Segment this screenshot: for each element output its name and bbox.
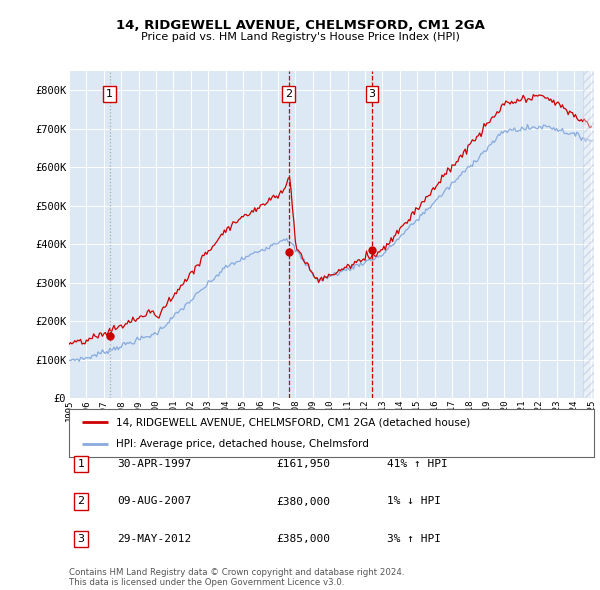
Text: 1: 1 xyxy=(106,89,113,99)
Text: £385,000: £385,000 xyxy=(276,534,330,543)
Text: Contains HM Land Registry data © Crown copyright and database right 2024.: Contains HM Land Registry data © Crown c… xyxy=(69,568,404,576)
Text: 2: 2 xyxy=(77,497,85,506)
Text: 1% ↓ HPI: 1% ↓ HPI xyxy=(387,497,441,506)
Text: 2: 2 xyxy=(285,89,292,99)
Text: 3% ↑ HPI: 3% ↑ HPI xyxy=(387,534,441,543)
Text: HPI: Average price, detached house, Chelmsford: HPI: Average price, detached house, Chel… xyxy=(116,439,369,449)
Text: 41% ↑ HPI: 41% ↑ HPI xyxy=(387,460,448,469)
Text: £161,950: £161,950 xyxy=(276,460,330,469)
Text: 09-AUG-2007: 09-AUG-2007 xyxy=(117,497,191,506)
Text: 30-APR-1997: 30-APR-1997 xyxy=(117,460,191,469)
Text: Price paid vs. HM Land Registry's House Price Index (HPI): Price paid vs. HM Land Registry's House … xyxy=(140,32,460,42)
Text: 3: 3 xyxy=(368,89,376,99)
Text: This data is licensed under the Open Government Licence v3.0.: This data is licensed under the Open Gov… xyxy=(69,578,344,587)
Text: 1: 1 xyxy=(77,460,85,469)
Text: 29-MAY-2012: 29-MAY-2012 xyxy=(117,534,191,543)
Text: 3: 3 xyxy=(77,534,85,543)
Text: 14, RIDGEWELL AVENUE, CHELMSFORD, CM1 2GA: 14, RIDGEWELL AVENUE, CHELMSFORD, CM1 2G… xyxy=(116,19,484,32)
Text: 14, RIDGEWELL AVENUE, CHELMSFORD, CM1 2GA (detached house): 14, RIDGEWELL AVENUE, CHELMSFORD, CM1 2G… xyxy=(116,417,470,427)
Text: £380,000: £380,000 xyxy=(276,497,330,506)
